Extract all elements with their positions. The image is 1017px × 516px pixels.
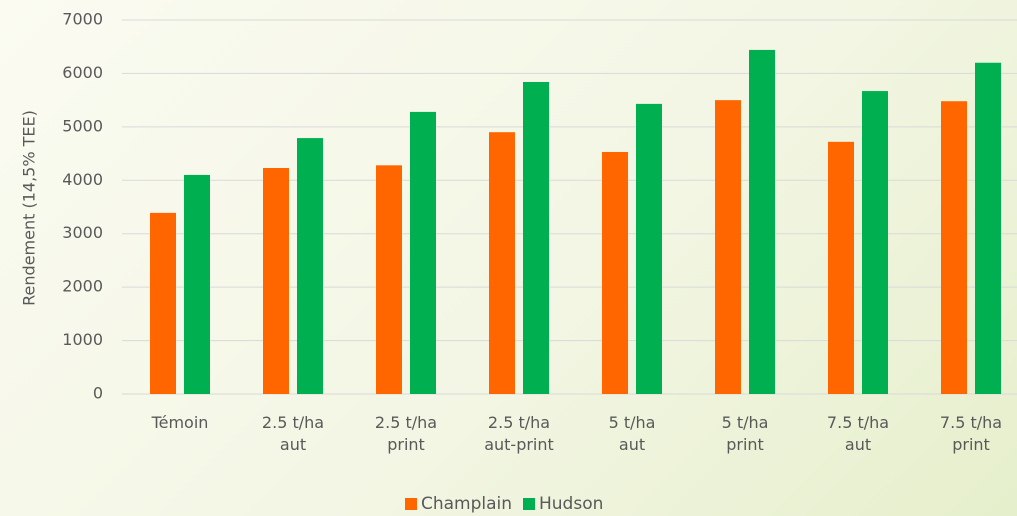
y-tick-label: 6000 [62, 63, 103, 82]
legend-swatch [523, 498, 535, 510]
bar [184, 174, 210, 394]
bar [749, 49, 775, 395]
y-tick-label: 0 [93, 384, 103, 403]
x-tick-label: 7.5 t/ha aut [826, 413, 890, 454]
x-tick-label: 7.5 t/ha print [939, 413, 1003, 454]
x-tick-label: 5 t/ha print [721, 413, 769, 454]
y-tick-label: 3000 [62, 223, 103, 242]
bar [828, 141, 854, 394]
y-tick-label: 2000 [62, 277, 103, 296]
legend-label: Hudson [539, 494, 604, 514]
bar [297, 138, 323, 394]
bar [975, 62, 1001, 394]
legend-entry: Hudson [523, 494, 603, 514]
bar [489, 132, 515, 394]
bar [523, 81, 549, 394]
bar [862, 91, 888, 394]
bar [715, 100, 741, 395]
x-tick-label: 5 t/ha aut [608, 413, 656, 454]
legend-swatch [405, 498, 417, 510]
x-tick-label: Témoin [151, 413, 209, 432]
y-tick-label: 4000 [62, 170, 103, 189]
x-tick-label: 2.5 t/ha print [374, 413, 438, 454]
legend-label: Champlain [421, 494, 513, 514]
bar [263, 167, 289, 394]
bar [410, 111, 436, 394]
bar [941, 101, 967, 394]
y-axis-label: Rendement (14,5% TEE) [20, 110, 39, 306]
bar [602, 151, 628, 394]
y-tick-label: 5000 [62, 116, 103, 135]
bar [376, 165, 402, 394]
x-tick-label: 2.5 t/ha aut [261, 413, 325, 454]
x-tick-label: 2.5 t/ha aut-print [484, 413, 554, 454]
y-tick-label: 7000 [62, 10, 103, 29]
bar [150, 212, 176, 394]
bar [636, 103, 662, 394]
y-tick-label: 1000 [62, 330, 103, 349]
legend-entry: Champlain [405, 494, 512, 514]
